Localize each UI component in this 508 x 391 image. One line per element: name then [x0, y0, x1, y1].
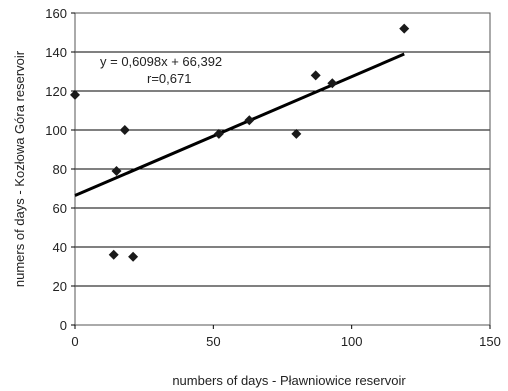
data-point: [291, 128, 302, 139]
y-tick-label: 0: [60, 318, 67, 333]
y-tick-label: 140: [45, 45, 67, 60]
y-tick-label: 100: [45, 123, 67, 138]
data-point: [108, 249, 119, 260]
y-tick-label: 60: [53, 201, 67, 216]
data-points: [70, 23, 410, 262]
x-tick-label: 0: [71, 334, 78, 349]
y-tick-label: 160: [45, 6, 67, 21]
y-axis-ticks: 0 20 40 60 80 100 120 140 160: [45, 6, 75, 333]
data-point: [213, 128, 224, 139]
y-tick-label: 20: [53, 279, 67, 294]
trendline: [74, 52, 405, 197]
y-tick-label: 40: [53, 240, 67, 255]
x-tick-label: 150: [479, 334, 501, 349]
x-tick-label: 100: [341, 334, 363, 349]
regression-equation: y = 0,6098x + 66,392: [100, 54, 222, 69]
trendline-layer: [74, 52, 405, 197]
data-point: [310, 70, 321, 81]
data-point: [327, 78, 338, 89]
y-tick-label: 80: [53, 162, 67, 177]
data-point: [111, 165, 122, 176]
data-point: [128, 251, 139, 262]
y-axis-title: numers of days - Kozłowa Góra reservoir: [12, 50, 27, 287]
x-tick-label: 50: [206, 334, 220, 349]
data-point: [244, 115, 255, 126]
data-point: [70, 89, 80, 100]
x-axis-title: numbers of days - Pławniowice reservoir: [172, 373, 406, 388]
correlation-coefficient: r=0,671: [147, 71, 191, 86]
data-point: [119, 125, 130, 135]
data-point: [399, 23, 410, 34]
x-axis-ticks: 0 50 100 150: [71, 325, 501, 349]
y-tick-label: 120: [45, 84, 67, 99]
